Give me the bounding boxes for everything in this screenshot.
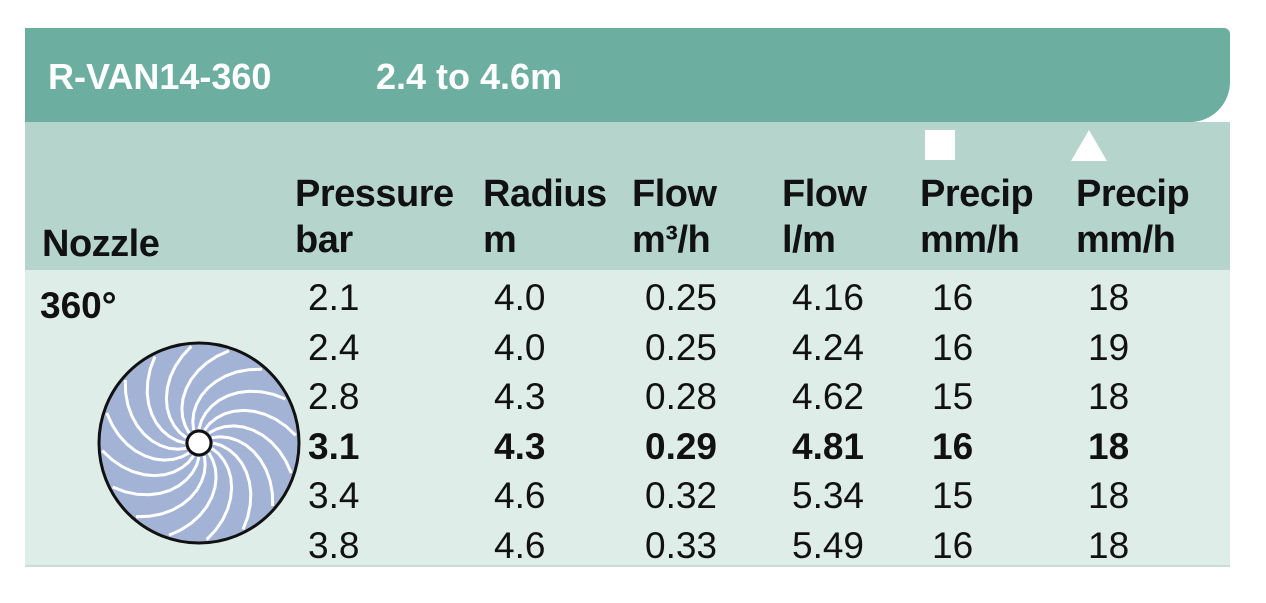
cell: 16 (932, 425, 974, 467)
cell: 18 (1088, 475, 1130, 516)
nozzle-part (145, 356, 186, 445)
cell: 2.1 (308, 277, 360, 318)
column-header: mm/h (920, 219, 1020, 261)
nozzle-part (212, 441, 253, 530)
nozzle-part (105, 412, 190, 462)
nozzle-part (211, 435, 275, 507)
cell: 16 (932, 326, 974, 368)
column-header: m³/h (632, 219, 711, 261)
nozzle-part (185, 429, 213, 457)
nozzle-part (191, 367, 263, 431)
cell: 4.6 (494, 475, 546, 516)
cell: 3.8 (308, 524, 360, 566)
cell: 0.28 (645, 376, 718, 417)
cell: 4.0 (494, 326, 546, 368)
model: R-VAN14-360 (48, 56, 272, 97)
nozzle-part (164, 345, 193, 439)
cell: 16 (932, 524, 974, 566)
square-symbol (925, 130, 955, 160)
column-header: Flow (782, 173, 867, 215)
cell: 18 (1088, 425, 1130, 467)
nozzle-part (197, 389, 286, 430)
cell: 0.25 (645, 326, 718, 368)
cell: 2.4 (308, 326, 360, 368)
nozzle-icon (97, 341, 301, 545)
column-header: Pressure (295, 173, 454, 215)
cell: 5.49 (792, 524, 865, 566)
nozzle-part (101, 449, 195, 478)
cell: 0.32 (645, 475, 718, 516)
header-band (25, 122, 1230, 270)
column-header: bar (295, 219, 353, 261)
nozzle-part (203, 408, 297, 437)
column-header: Flow (632, 173, 717, 215)
column-header: Precip (1076, 173, 1190, 215)
nozzle-part (135, 455, 207, 519)
cell: 0.25 (645, 277, 718, 318)
cell: 4.6 (494, 524, 546, 566)
column-header: Nozzle (42, 223, 160, 265)
cell: 16 (932, 277, 974, 318)
range: 2.4 to 4.6m (376, 56, 563, 97)
cell: 19 (1088, 326, 1130, 368)
column-header: m (483, 219, 517, 261)
column-header: mm/h (1076, 219, 1176, 261)
column-header: Radius (483, 173, 607, 215)
cell: 4.0 (494, 277, 546, 318)
cell: 5.34 (792, 475, 865, 516)
cell: 4.16 (792, 277, 865, 318)
nozzle-part (123, 379, 187, 451)
triangle-symbol (1071, 130, 1107, 161)
cell: 4.81 (792, 425, 865, 467)
cell: 3.1 (308, 425, 360, 467)
title-band (25, 28, 1230, 122)
cell: 15 (932, 376, 974, 417)
cell: 4.3 (494, 376, 546, 417)
cell: 3.4 (308, 475, 360, 516)
cell: 4.24 (792, 326, 865, 368)
cell: 18 (1088, 524, 1130, 566)
cell: 15 (932, 475, 974, 516)
column-header: l/m (782, 219, 836, 261)
cell: 2.8 (308, 376, 360, 417)
nozzle-part (208, 424, 293, 474)
nozzle-part (180, 349, 230, 434)
cell: 0.33 (645, 524, 718, 566)
cell: 4.3 (494, 425, 546, 467)
nozzle-label: 360° (40, 285, 117, 326)
nozzle-part (168, 452, 218, 537)
column-header: Precip (920, 173, 1034, 215)
cell: 18 (1088, 277, 1130, 318)
nozzle-part (112, 456, 201, 497)
cell: 4.62 (792, 376, 865, 417)
nozzle-part (205, 447, 234, 541)
cell: 18 (1088, 376, 1130, 417)
cell: 0.29 (645, 425, 718, 467)
